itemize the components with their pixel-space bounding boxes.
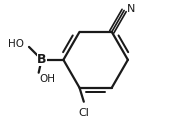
Text: Cl: Cl [78,108,89,118]
Text: B: B [37,53,47,66]
Text: HO: HO [8,39,24,49]
Text: N: N [127,4,135,14]
Text: OH: OH [40,74,56,84]
